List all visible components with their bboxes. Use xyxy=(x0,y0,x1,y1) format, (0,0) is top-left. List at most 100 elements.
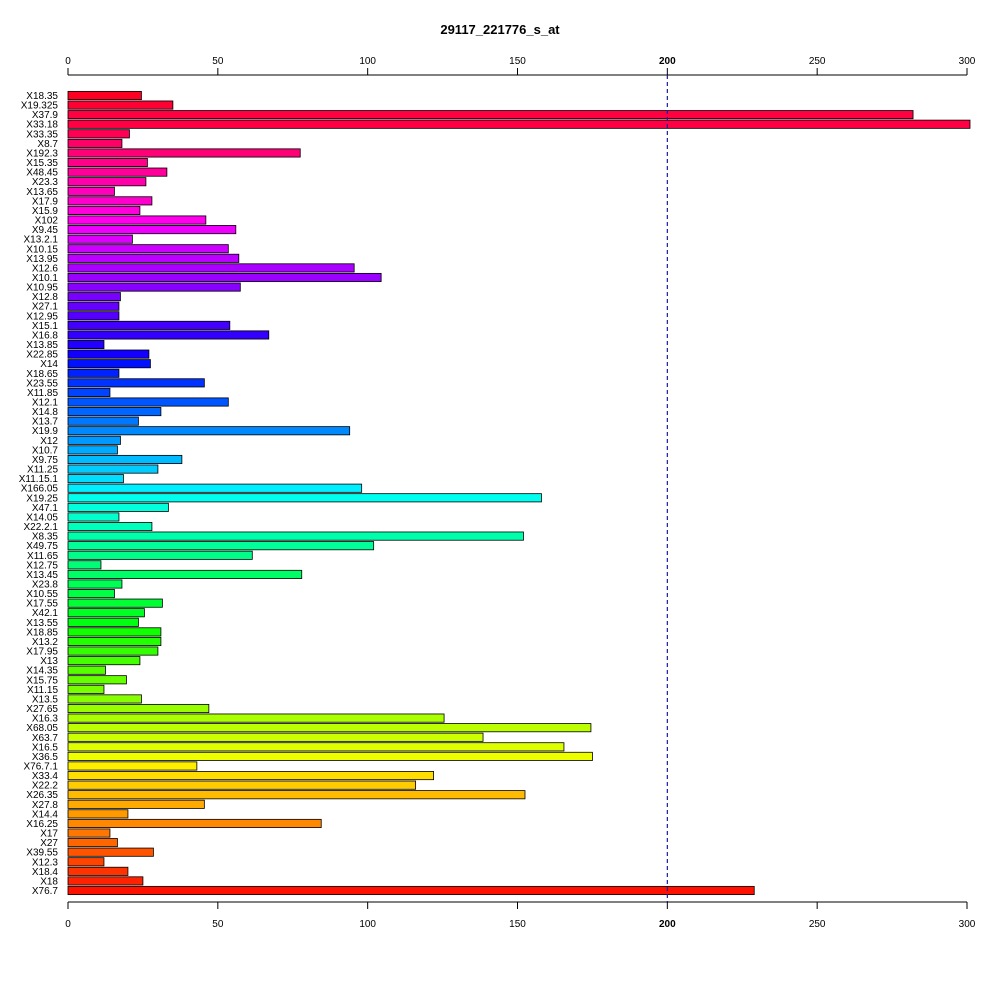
bar xyxy=(67,148,301,158)
category-label: X12.3 xyxy=(32,857,59,868)
bar xyxy=(67,282,241,292)
bar xyxy=(67,550,253,560)
bar xyxy=(67,694,142,704)
category-label: X27.1 xyxy=(32,302,59,313)
bar xyxy=(67,675,127,685)
category-label: X63.7 xyxy=(32,733,59,744)
category-label: X10.15 xyxy=(26,244,58,255)
tick-label: 300 xyxy=(959,56,976,67)
bar xyxy=(67,857,105,867)
bar xyxy=(67,340,105,350)
bar xyxy=(67,684,105,694)
tick-label: 100 xyxy=(359,56,376,67)
category-label: X16.3 xyxy=(32,714,59,725)
bar xyxy=(67,205,141,215)
bar xyxy=(67,617,139,627)
category-label: X27.8 xyxy=(32,800,59,811)
category-label: X10.95 xyxy=(26,283,58,294)
bar xyxy=(67,608,145,618)
category-label: X17.55 xyxy=(26,599,58,610)
category-label: X14.35 xyxy=(26,666,58,677)
bar xyxy=(67,723,592,733)
bar xyxy=(67,560,102,570)
category-label: X13.7 xyxy=(32,417,59,428)
bar xyxy=(67,244,229,254)
category-label: X12.1 xyxy=(32,398,59,409)
tick-label: 150 xyxy=(509,919,526,930)
bar xyxy=(67,378,205,388)
category-label: X49.75 xyxy=(26,541,58,552)
category-label: X36.5 xyxy=(32,752,59,763)
bar xyxy=(67,531,524,541)
category-label: X33.35 xyxy=(26,129,58,140)
bar xyxy=(67,311,120,321)
bar xyxy=(67,292,121,302)
category-label: X9.75 xyxy=(32,455,59,466)
category-label: X11.15 xyxy=(27,685,58,696)
bar xyxy=(67,828,111,838)
bar xyxy=(67,751,593,761)
bar xyxy=(67,272,382,283)
category-label: X14.8 xyxy=(32,407,59,418)
category-label: X16.25 xyxy=(26,819,58,830)
bar xyxy=(67,196,153,206)
category-label: X27.65 xyxy=(26,704,58,715)
bar xyxy=(67,301,120,311)
category-label: X13.2 xyxy=(32,637,59,648)
bar xyxy=(67,263,355,273)
category-label: X12.95 xyxy=(26,311,58,322)
category-label: X27 xyxy=(40,838,58,849)
bar xyxy=(67,732,484,742)
category-label: X8.35 xyxy=(32,532,59,543)
tick-label: 250 xyxy=(809,56,826,67)
bar xyxy=(67,349,150,359)
category-label: X16.8 xyxy=(32,330,59,341)
category-label: X15.9 xyxy=(32,206,59,217)
bar xyxy=(67,119,971,129)
bar xyxy=(67,464,159,474)
bar xyxy=(67,416,139,426)
category-label: X19.25 xyxy=(26,493,58,504)
category-label: X23.55 xyxy=(26,378,58,389)
category-label: X15.75 xyxy=(26,675,58,686)
category-label: X14 xyxy=(40,359,58,370)
category-label: X102 xyxy=(35,216,59,227)
category-label: X13.5 xyxy=(32,694,59,705)
bar xyxy=(67,493,542,503)
category-label: X47.1 xyxy=(32,503,59,514)
bar xyxy=(67,186,115,196)
bar xyxy=(67,598,163,608)
bar xyxy=(67,780,417,790)
category-label: X15.35 xyxy=(26,158,58,169)
bar xyxy=(67,129,130,139)
bar xyxy=(67,847,154,857)
tick-label: 300 xyxy=(959,919,976,930)
bar xyxy=(67,771,434,781)
tick-label: 100 xyxy=(359,919,376,930)
bar xyxy=(67,167,168,177)
category-label: X14.4 xyxy=(32,809,59,820)
category-label: X19.325 xyxy=(21,101,59,112)
bar xyxy=(67,665,106,675)
category-label: X23.3 xyxy=(32,177,59,188)
category-label: X9.45 xyxy=(32,225,59,236)
category-label: X76.7.1 xyxy=(24,761,59,772)
category-label: X166.05 xyxy=(21,484,59,495)
bar xyxy=(67,541,375,551)
bar xyxy=(67,215,207,225)
category-label: X76.7 xyxy=(32,886,59,897)
bar xyxy=(67,636,162,646)
category-label: X18 xyxy=(40,876,58,887)
category-label: X192.3 xyxy=(26,148,58,159)
tick-label: 250 xyxy=(809,919,826,930)
category-label: X18.65 xyxy=(26,369,58,380)
bar xyxy=(67,866,129,876)
category-label: X16.5 xyxy=(32,742,59,753)
bar xyxy=(67,876,144,886)
bar xyxy=(67,790,526,800)
bar xyxy=(67,474,124,484)
bar xyxy=(67,100,174,110)
bar xyxy=(67,512,120,522)
bar xyxy=(67,809,129,819)
